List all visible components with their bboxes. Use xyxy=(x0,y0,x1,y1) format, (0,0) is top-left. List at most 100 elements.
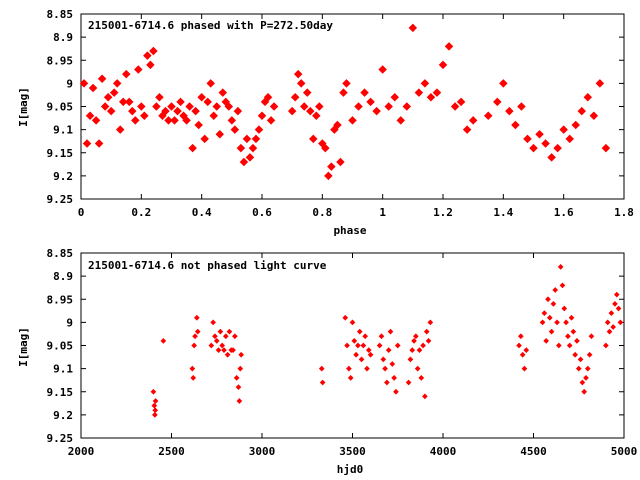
y-tick-label: 9.15 xyxy=(47,386,74,399)
data-point xyxy=(146,60,155,70)
y-tick-label: 9 xyxy=(66,77,73,90)
data-point xyxy=(233,375,240,381)
plot-frame-bottom xyxy=(80,252,625,439)
data-point xyxy=(351,338,358,344)
x-axis-label-top: phase xyxy=(333,224,366,237)
data-point xyxy=(327,162,336,171)
data-point xyxy=(563,319,569,326)
x-tick-label: 4500 xyxy=(520,445,547,458)
x-tick-label: 1.2 xyxy=(433,206,453,219)
data-point xyxy=(376,342,383,349)
data-point xyxy=(601,143,611,153)
data-point xyxy=(411,338,417,344)
y-tick-label: 8.9 xyxy=(53,270,73,283)
data-point xyxy=(137,102,146,111)
data-point xyxy=(519,351,526,358)
data-point xyxy=(365,347,372,353)
data-point xyxy=(360,342,367,349)
data-point xyxy=(191,342,197,349)
data-point xyxy=(191,106,200,116)
x-tick-label: 0 xyxy=(78,206,85,219)
data-point xyxy=(362,333,368,340)
data-point xyxy=(499,79,508,88)
x-tick-label: 1.6 xyxy=(554,206,574,219)
data-point xyxy=(570,328,577,335)
data-point xyxy=(318,365,325,372)
data-point xyxy=(263,93,273,102)
data-point xyxy=(541,310,548,316)
data-point xyxy=(150,388,157,395)
data-point xyxy=(427,319,434,326)
data-point xyxy=(588,333,595,340)
data-point xyxy=(571,120,580,130)
data-point xyxy=(342,79,351,88)
data-point xyxy=(152,412,158,418)
data-point xyxy=(391,375,397,381)
data-point xyxy=(236,143,246,153)
data-point xyxy=(584,365,591,372)
data-point xyxy=(224,102,234,111)
data-point xyxy=(79,79,89,88)
data-point xyxy=(167,102,176,111)
y-tick-label: 9.2 xyxy=(53,409,73,422)
y-tick-label: 9.1 xyxy=(53,124,73,137)
data-point xyxy=(347,375,354,381)
data-point xyxy=(516,342,522,349)
data-point xyxy=(550,301,557,307)
data-point xyxy=(94,139,104,148)
data-point xyxy=(176,97,185,107)
data-point xyxy=(367,351,374,358)
data-point xyxy=(269,102,279,111)
data-point xyxy=(293,69,303,79)
data-point xyxy=(511,120,520,130)
data-point xyxy=(462,125,472,134)
data-point xyxy=(189,365,196,372)
data-point xyxy=(505,106,514,116)
data-point xyxy=(161,106,170,116)
data-point xyxy=(608,310,615,316)
data-point xyxy=(603,342,609,349)
data-point xyxy=(342,314,349,321)
x-tick-label: 0.2 xyxy=(131,206,151,219)
data-point xyxy=(230,125,240,134)
data-point xyxy=(390,93,399,102)
data-point xyxy=(402,102,412,111)
data-point xyxy=(185,102,194,111)
data-point xyxy=(194,314,200,321)
data-point xyxy=(109,88,119,97)
data-point xyxy=(423,328,430,335)
data-point xyxy=(151,402,158,409)
data-point xyxy=(384,379,390,386)
y-tick-label: 9.1 xyxy=(53,363,73,376)
data-point xyxy=(131,116,140,125)
data-point xyxy=(568,314,575,321)
data-point xyxy=(484,111,493,120)
data-point xyxy=(210,319,216,326)
data-point xyxy=(378,65,387,74)
data-point xyxy=(82,139,92,148)
data-point xyxy=(192,333,198,340)
data-point xyxy=(366,97,375,107)
data-point xyxy=(561,305,568,312)
data-point xyxy=(344,342,350,349)
data-point xyxy=(579,379,586,386)
data-point xyxy=(613,291,620,298)
chart-title-bottom: 215001-6714.6 not phased light curve xyxy=(88,259,327,272)
x-tick-label: 1.8 xyxy=(614,206,634,219)
data-point xyxy=(160,338,167,344)
data-point xyxy=(581,388,588,395)
data-point xyxy=(409,347,416,353)
y-tick-label: 8.95 xyxy=(47,54,74,67)
data-point xyxy=(118,97,128,107)
data-point xyxy=(170,116,179,125)
data-point xyxy=(251,134,261,144)
ticks-bottom: 2000 2500 3000 3500 4000 4500 5000 8.85 8.9 8.95 9… xyxy=(47,247,638,458)
y-tick-label: 9.05 xyxy=(47,101,74,114)
data-point xyxy=(414,88,424,97)
data-point xyxy=(518,333,524,340)
data-point xyxy=(155,93,164,102)
data-point xyxy=(215,130,225,139)
data-point xyxy=(378,333,385,340)
data-point xyxy=(242,134,252,144)
data-point xyxy=(420,342,426,349)
